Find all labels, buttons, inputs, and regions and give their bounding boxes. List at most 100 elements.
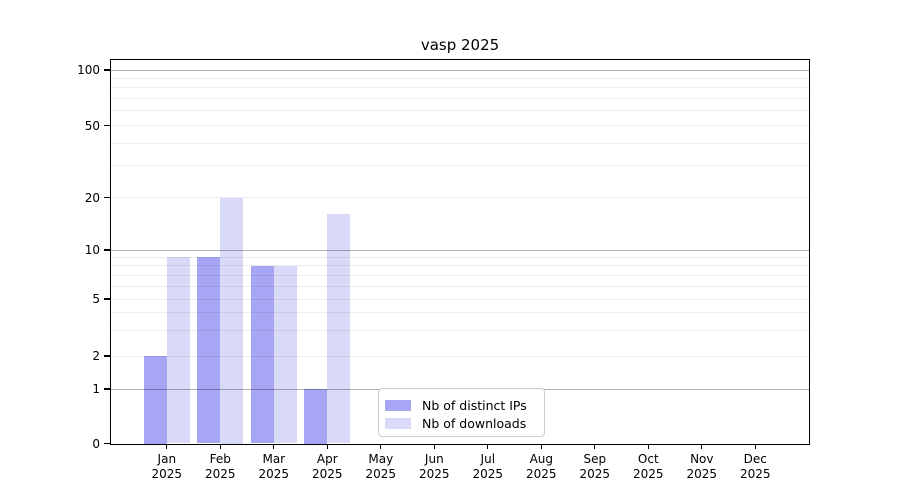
x-tick-label: Dec 2025	[725, 452, 785, 482]
x-tick-month: Nov	[690, 452, 714, 466]
bar-distinct-ips-jan	[143, 356, 167, 444]
bar-distinct-ips-feb	[197, 257, 221, 444]
legend-row-downloads: Nb of downloads	[385, 414, 536, 432]
x-tick-month: Feb	[209, 452, 231, 466]
y-tick-label: 2	[92, 349, 100, 363]
y-tick-mark	[103, 298, 110, 300]
y-tick-mark	[103, 69, 110, 71]
legend-label-distinct-ips: Nb of distinct IPs	[422, 397, 527, 413]
y-tick-label: 5	[92, 292, 100, 306]
gridline-major	[110, 249, 810, 251]
gridline-minor	[110, 355, 810, 357]
bar-downloads-jan	[166, 257, 190, 444]
x-tick-year: 2025	[365, 467, 397, 481]
x-tick-label: Jun 2025	[404, 452, 464, 482]
x-tick-year: 2025	[419, 467, 450, 481]
x-tick-mark	[380, 443, 382, 449]
x-tick-year: 2025	[205, 467, 236, 481]
gridline-major	[110, 69, 810, 71]
x-tick-label: Mar 2025	[244, 452, 304, 482]
plot-frame	[109, 59, 811, 445]
y-tick-label: 50	[84, 118, 100, 133]
bar-downloads-feb	[220, 197, 244, 444]
legend-row-distinct-ips: Nb of distinct IPs	[385, 396, 536, 414]
bar-distinct-ips-apr	[304, 389, 328, 444]
x-tick-month: May	[368, 452, 394, 466]
x-tick-month: Aug	[529, 452, 554, 466]
x-tick-month: Jul	[480, 452, 496, 466]
x-tick-mark	[219, 443, 221, 449]
legend-label-downloads: Nb of downloads	[422, 415, 527, 431]
y-tick-mark	[103, 249, 110, 251]
x-tick-mark	[701, 443, 703, 449]
x-tick-mark	[647, 443, 649, 449]
x-tick-month: Jun	[424, 452, 444, 466]
x-tick-month: Oct	[637, 452, 659, 466]
legend-swatch-downloads-icon	[385, 417, 411, 429]
y-tick-mark	[103, 442, 110, 445]
x-tick-label: Oct 2025	[618, 452, 678, 482]
x-tick-mark	[433, 443, 435, 449]
x-tick-mark	[754, 443, 756, 449]
x-tick-month: Jan	[157, 452, 177, 466]
x-tick-year: 2025	[686, 467, 718, 481]
y-tick-mark	[103, 124, 110, 127]
gridline-minor	[110, 87, 810, 89]
bar-downloads-mar	[273, 265, 297, 444]
x-tick-mark	[273, 443, 275, 449]
x-tick-mark	[166, 443, 168, 449]
gridline-minor	[110, 330, 810, 332]
y-tick-label: 10	[84, 243, 100, 257]
gridline-minor	[110, 285, 810, 287]
x-tick-month: Dec	[743, 452, 767, 466]
gridline-minor	[110, 256, 810, 258]
x-tick-year: 2025	[472, 467, 504, 481]
gridline-minor	[110, 165, 810, 167]
x-tick-mark	[540, 443, 542, 449]
legend-swatch-distinct-ips-icon	[385, 399, 411, 411]
gridline-minor	[110, 298, 810, 300]
x-tick-year: 2025	[312, 467, 343, 481]
x-tick-label: Apr 2025	[297, 452, 357, 482]
y-tick-mark	[103, 355, 110, 357]
y-tick-label: 0	[92, 436, 100, 451]
gridline-minor	[110, 142, 810, 144]
y-tick-label: 1	[92, 382, 100, 396]
x-tick-label: Jul 2025	[458, 452, 518, 482]
gridline-minor	[110, 265, 810, 267]
x-tick-label: Nov 2025	[672, 452, 732, 482]
x-tick-label: May 2025	[351, 452, 411, 482]
x-tick-year: 2025	[151, 467, 183, 481]
bar-distinct-ips-mar	[250, 265, 274, 444]
x-tick-mark	[326, 443, 328, 449]
chart-title: vasp 2025	[420, 36, 500, 54]
x-tick-year: 2025	[740, 467, 771, 481]
x-tick-month: Mar	[262, 452, 286, 466]
x-tick-label: Jan 2025	[137, 452, 197, 482]
gridline-minor	[110, 77, 810, 79]
x-tick-year: 2025	[258, 467, 290, 481]
gridline-minor	[110, 98, 810, 100]
x-tick-label: Feb 2025	[190, 452, 250, 482]
legend: Nb of distinct IPs Nb of downloads	[378, 388, 545, 437]
x-tick-label: Sep 2025	[565, 452, 625, 482]
gridline-minor	[110, 197, 810, 198]
x-tick-year: 2025	[633, 467, 664, 481]
x-tick-month: Apr	[316, 452, 338, 466]
x-tick-year: 2025	[579, 467, 611, 481]
x-tick-mark	[594, 443, 596, 449]
x-tick-label: Aug 2025	[511, 452, 571, 482]
x-tick-year: 2025	[526, 467, 557, 481]
y-tick-mark	[103, 388, 110, 390]
y-tick-label: 20	[84, 190, 100, 205]
gridline-minor	[110, 110, 810, 112]
y-tick-mark	[103, 196, 110, 199]
x-tick-mark	[487, 443, 489, 449]
gridline-minor	[110, 274, 810, 276]
bar-downloads-apr	[327, 214, 351, 444]
gridline-minor	[110, 312, 810, 314]
x-tick-month: Sep	[583, 452, 607, 466]
